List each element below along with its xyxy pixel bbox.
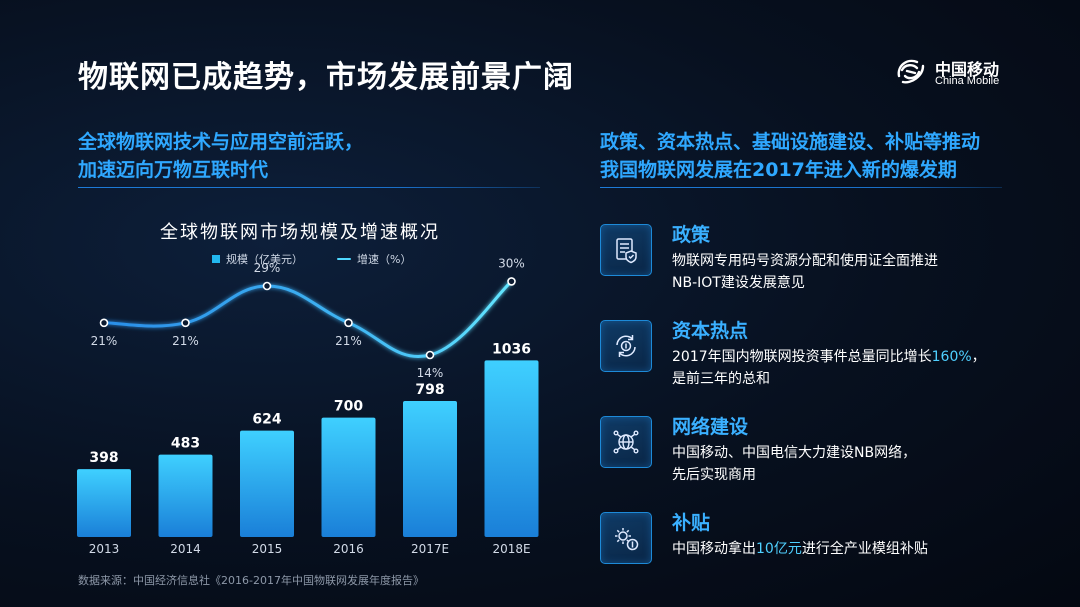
chart-title: 全球物联网市场规模及增速概况 xyxy=(160,222,440,243)
bar-value-label-2016: 700 xyxy=(334,399,363,415)
driver-description-line: 先后实现商用 xyxy=(672,464,916,486)
growth-line xyxy=(103,280,513,358)
growth-label-2016: 21% xyxy=(335,334,362,348)
right-heading-line-1: 政策、资本热点、基础设施建设、补贴等推动 xyxy=(600,131,981,153)
driver-description: 2017年国内物联网投资事件总量同比增长160%， 是前三年的总和 xyxy=(672,346,986,390)
x-tick-label-2017E: 2017E xyxy=(411,542,449,556)
driver-description-line: 2017年国内物联网投资事件总量同比增长160%， xyxy=(672,346,986,368)
description-text: 中国移动拿出 xyxy=(672,541,756,557)
chart-legend: 规模（亿美元） 增速（%） xyxy=(212,251,411,267)
driver-title: 补贴 xyxy=(672,512,711,534)
left-heading-line-1: 全球物联网技术与应用空前活跃， xyxy=(78,131,364,153)
growth-label-2018E: 30% xyxy=(498,256,525,270)
bar-2017E xyxy=(403,400,457,537)
legend-line-swatch xyxy=(337,258,351,260)
description-text: 是前三年的总和 xyxy=(672,371,770,387)
driver-item-4: 补贴中国移动拿出10亿元进行全产业模组补贴 xyxy=(600,508,1040,588)
driver-item-1: 政策物联网专用码号资源分配和使用证全面推进 NB-IOT建设发展意见 xyxy=(600,220,1040,300)
gear-coin-icon xyxy=(600,512,652,564)
driver-description-line: NB-IOT建设发展意见 xyxy=(672,272,938,294)
description-text: 中国移动、中国电信大力建设NB网络， xyxy=(672,445,917,461)
description-text: 物联网专用码号资源分配和使用证全面推进 xyxy=(672,253,938,269)
china-mobile-logo: 中国移动 China Mobile xyxy=(893,54,1013,94)
driver-description: 中国移动拿出10亿元进行全产业模组补贴 xyxy=(672,538,928,560)
growth-label-2015: 29% xyxy=(254,261,281,275)
description-text: 先后实现商用 xyxy=(672,467,756,483)
driver-item-2: 资本热点 2017年国内物联网投资事件总量同比增长160%， 是前三年的总和 xyxy=(600,316,1040,396)
description-text: ， xyxy=(971,349,986,365)
growth-point-2016 xyxy=(344,318,353,328)
highlight-figure: 10亿元 xyxy=(756,541,802,557)
bar-2015 xyxy=(240,430,294,537)
growth-label-2014: 21% xyxy=(172,334,199,348)
growth-label-2017E: 14% xyxy=(417,366,444,380)
bar-value-label-2018E: 1036 xyxy=(492,341,531,357)
right-heading-line-2: 我国物联网发展在2017年进入新的爆发期 xyxy=(600,159,957,181)
growth-point-2018E xyxy=(507,277,516,286)
growth-point-2014 xyxy=(181,318,190,328)
bar-value-label-2013: 398 xyxy=(89,450,118,466)
document-shield-icon xyxy=(600,224,652,276)
bar-2013 xyxy=(77,469,131,537)
description-text: NB-IOT建设发展意见 xyxy=(672,275,805,291)
bar-2016 xyxy=(321,417,376,537)
right-divider xyxy=(600,187,1002,188)
x-tick-label-2016: 2016 xyxy=(333,542,364,556)
driver-description-line: 中国移动、中国电信大力建设NB网络， xyxy=(672,442,916,464)
bar-value-label-2017E: 798 xyxy=(415,382,444,398)
data-source-note: 数据来源：中国经济信息社《2016-2017年中国物联网发展年度报告》 xyxy=(78,574,424,587)
x-tick-label-2018E: 2018E xyxy=(492,542,530,556)
page-title: 物联网已成趋势，市场发展前景广阔 xyxy=(78,60,574,95)
driver-description: 物联网专用码号资源分配和使用证全面推进 NB-IOT建设发展意见 xyxy=(672,250,938,294)
legend-line-label: 增速（%） xyxy=(357,253,412,266)
market-chart: 398 2013 483 2014 624 2015 700 2016 798 2017E 1036… xyxy=(77,256,539,556)
driver-description-line: 中国移动拿出10亿元进行全产业模组补贴 xyxy=(672,538,928,560)
right-section-heading: 政策、资本热点、基础设施建设、补贴等推动 我国物联网发展在2017年进入新的爆发… xyxy=(600,128,980,184)
legend-bar-swatch xyxy=(212,255,220,263)
network-globe-icon xyxy=(600,416,652,468)
driver-item-3: 网络建设中国移动、中国电信大力建设NB网络， 先后实现商用 xyxy=(600,412,1040,492)
bar-value-label-2014: 483 xyxy=(171,436,200,452)
bar-2014 xyxy=(158,454,213,537)
bar-value-label-2015: 624 xyxy=(252,412,281,428)
bar-2018E xyxy=(484,360,539,537)
legend-bar-label: 规模（亿美元） xyxy=(226,253,303,266)
highlight-figure: 160% xyxy=(931,349,972,365)
refresh-coin-icon xyxy=(600,320,652,372)
logo-text-en: China Mobile xyxy=(935,75,1000,87)
growth-label-2013: 21% xyxy=(91,334,118,348)
driver-title: 网络建设 xyxy=(672,416,749,438)
growth-point-2013 xyxy=(99,318,109,328)
logo-text-cn: 中国移动 xyxy=(935,60,1000,79)
china-mobile-logo-icon xyxy=(897,59,925,84)
growth-point-2015 xyxy=(262,281,272,291)
left-heading-line-2: 加速迈向万物互联时代 xyxy=(78,159,269,181)
left-section-heading: 全球物联网技术与应用空前活跃， 加速迈向万物互联时代 xyxy=(78,128,363,184)
left-divider xyxy=(78,187,540,188)
description-text: 2017年国内物联网投资事件总量同比增长 xyxy=(672,349,932,365)
x-tick-label-2013: 2013 xyxy=(89,542,120,556)
description-text: 进行全产业模组补贴 xyxy=(801,541,928,557)
driver-description-line: 是前三年的总和 xyxy=(672,368,986,390)
driver-description: 中国移动、中国电信大力建设NB网络， 先后实现商用 xyxy=(672,442,916,486)
growth-point-2017E xyxy=(425,350,435,360)
driver-description-line: 物联网专用码号资源分配和使用证全面推进 xyxy=(672,250,938,272)
x-tick-label-2015: 2015 xyxy=(252,542,283,556)
driver-title: 政策 xyxy=(672,224,711,246)
x-tick-label-2014: 2014 xyxy=(170,542,201,556)
driver-title: 资本热点 xyxy=(672,320,749,342)
